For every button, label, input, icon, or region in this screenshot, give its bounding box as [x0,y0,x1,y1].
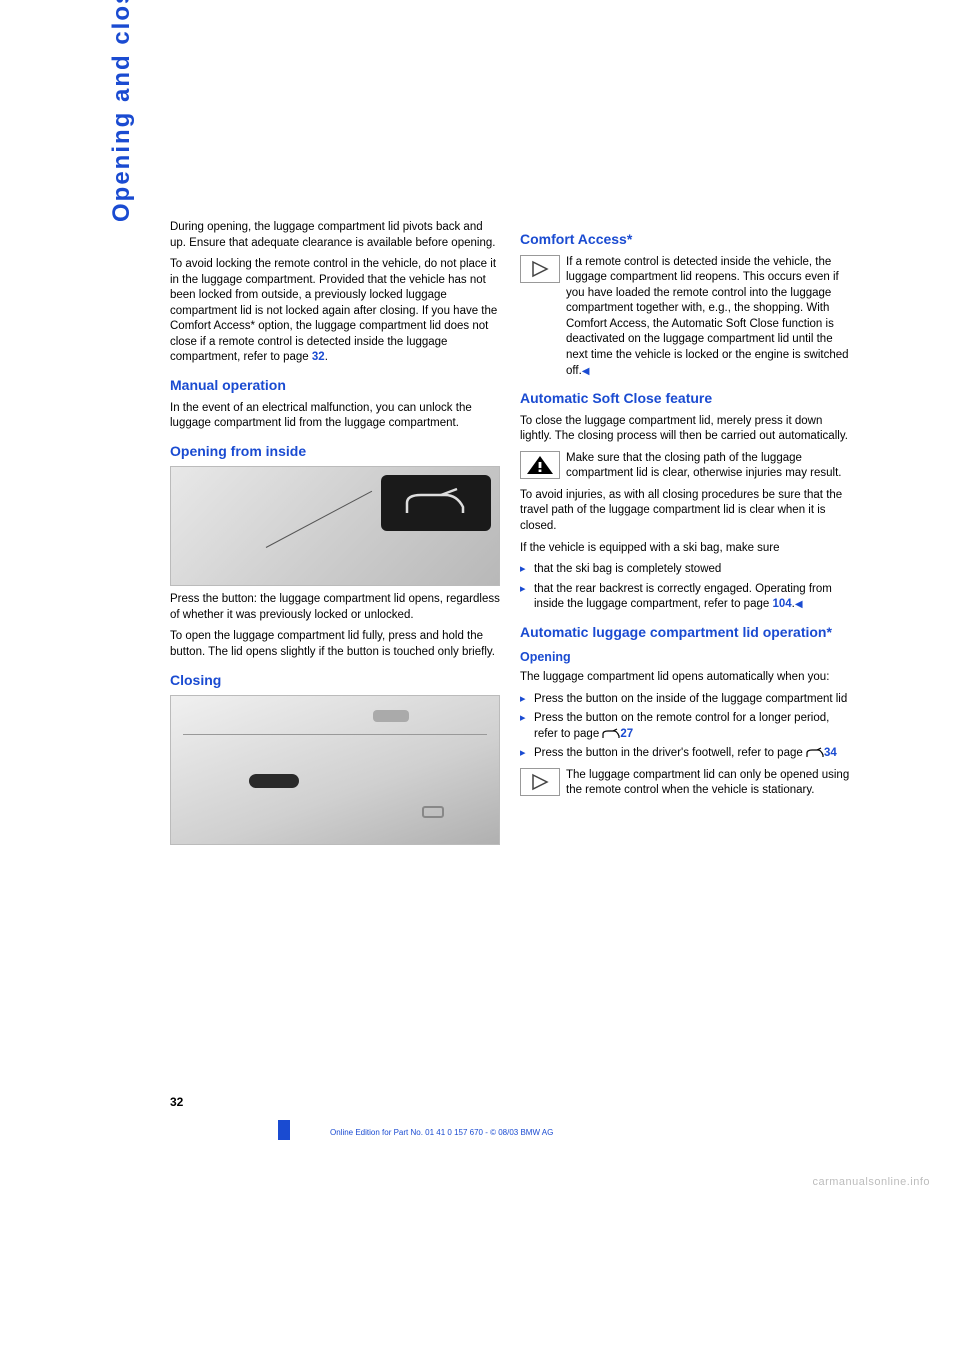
body-paragraph: The luggage compartment lid opens automa… [520,670,850,686]
page-reference-link[interactable]: 32 [312,351,325,363]
body-paragraph: Press the button: the luggage compartmen… [170,592,500,623]
play-right-icon [520,768,560,796]
body-text: . [325,351,328,363]
list-item: Press the button in the driver's footwel… [520,746,850,762]
list-item: Press the button on the inside of the lu… [520,692,850,708]
footnote-star: * [826,624,831,640]
note-text: The luggage compartment lid can only be … [566,768,850,799]
warning-text: Make sure that the closing path of the l… [566,451,850,482]
left-column: During opening, the luggage compartment … [170,220,500,851]
page-reference-link[interactable]: 104 [772,598,791,610]
body-paragraph: If the vehicle is equipped with a ski ba… [520,541,850,557]
figure-line [183,734,487,735]
footnote-star: * [627,231,632,247]
body-paragraph: To close the luggage compartment lid, me… [520,414,850,445]
heading-closing: Closing [170,671,500,690]
figure-leader-line [266,491,372,548]
luggage-lid-icon [806,747,824,759]
body-paragraph: To open the luggage compartment lid full… [170,629,500,660]
heading-soft-close: Automatic Soft Close feature [520,389,850,408]
list-item: that the ski bag is completely stowed [520,562,850,578]
figure-dashboard-button [170,466,500,586]
warning-row: Make sure that the closing path of the l… [520,451,850,482]
luggage-lid-icon [602,728,620,740]
figure-keyhole [422,806,444,818]
luggage-lid-icon [401,485,471,521]
figure-trunk-lid-inside [170,695,500,845]
heading-text: Comfort Access [520,231,627,247]
note-row: If a remote control is detected inside t… [520,255,850,379]
page-reference-link[interactable]: 34 [824,747,837,759]
body-paragraph: During opening, the luggage compartment … [170,220,500,251]
body-text: If a remote control is detected inside t… [566,256,849,377]
footer-copyright: Online Edition for Part No. 01 41 0 157 … [330,1128,553,1137]
body-text: Press the button on the remote control f… [534,712,829,740]
heading-comfort-access: Comfort Access* [520,230,850,249]
page-reference-link[interactable]: 27 [620,728,633,740]
bullet-list: Press the button on the inside of the lu… [520,692,850,762]
footer-accent-bar [278,1120,290,1140]
two-column-layout: During opening, the luggage compartment … [170,220,850,851]
heading-auto-lid-operation: Automatic luggage compartment lid operat… [520,623,850,642]
heading-text: Automatic luggage compartment lid operat… [520,624,826,640]
page-number: 32 [170,1095,183,1109]
body-paragraph: To avoid locking the remote control in t… [170,257,500,366]
heading-opening-from-inside: Opening from inside [170,442,500,461]
note-row: The luggage compartment lid can only be … [520,768,850,799]
end-marker-icon: ◀ [582,366,590,377]
body-text: Press the button in the driver's footwel… [534,747,806,759]
warning-triangle-icon [520,451,560,479]
heading-manual-operation: Manual operation [170,376,500,395]
body-paragraph: To avoid injuries, as with all closing p… [520,488,850,535]
body-paragraph: In the event of an electrical malfunctio… [170,401,500,432]
watermark: carmanualsonline.info [812,1176,930,1188]
figure-latch [373,710,409,722]
heading-opening: Opening [520,649,850,666]
list-item: that the rear backrest is correctly enga… [520,582,850,613]
play-right-icon [520,255,560,283]
bullet-list: that the ski bag is completely stowed th… [520,562,850,613]
note-text: If a remote control is detected inside t… [566,255,850,379]
figure-grip-handle [249,774,299,788]
figure-inset-button [381,475,491,531]
end-marker-icon: ◀ [795,599,803,610]
list-item: Press the button on the remote control f… [520,711,850,742]
right-column: Comfort Access* If a remote control is d… [520,220,850,851]
page-content: During opening, the luggage compartment … [170,220,850,851]
side-tab-section-title: Opening and closing [108,0,136,222]
